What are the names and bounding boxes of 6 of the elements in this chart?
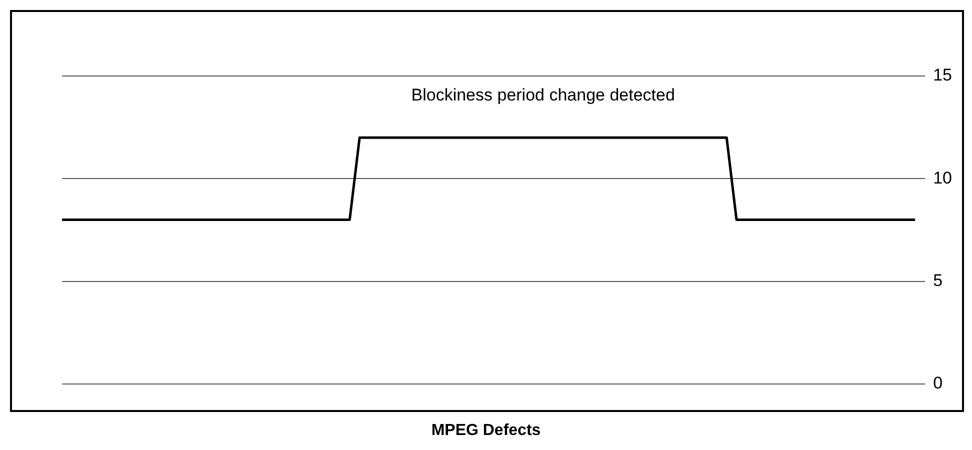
y-tick-label: 15 — [933, 66, 952, 85]
y-tick-label: 0 — [933, 374, 943, 393]
annotation: Blockiness period change detected — [411, 85, 675, 104]
text: MPEG Defects — [430, 422, 542, 440]
y-tick-label: 10 — [933, 168, 952, 188]
y-tick-label: 5 — [933, 271, 943, 290]
